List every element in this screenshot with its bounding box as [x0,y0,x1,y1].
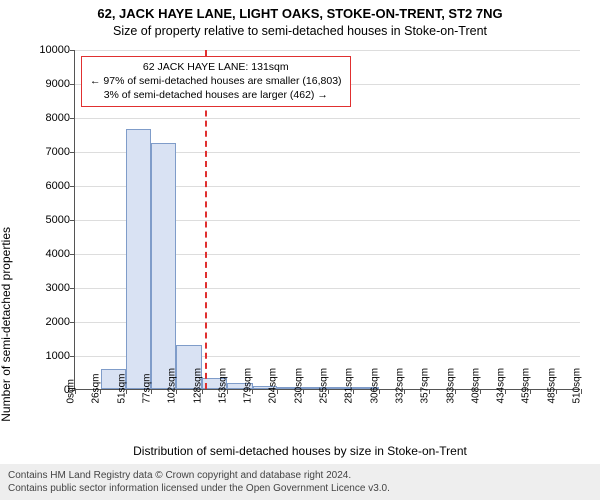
gridline-h [75,118,580,119]
ytick-label: 10000 [15,44,70,56]
ytick-label: 5000 [15,214,70,226]
ytick-mark [70,356,75,357]
ytick-mark [70,84,75,85]
ytick-label: 7000 [15,146,70,158]
page-title-address: 62, JACK HAYE LANE, LIGHT OAKS, STOKE-ON… [0,0,600,21]
callout-line-size: 62 JACK HAYE LANE: 131sqm [90,60,342,74]
plot-area: 62 JACK HAYE LANE: 131sqm ← 97% of semi-… [74,50,580,390]
footer-line-1: Contains HM Land Registry data © Crown c… [8,469,592,482]
ytick-label: 4000 [15,248,70,260]
ytick-mark [70,118,75,119]
ytick-label: 2000 [15,316,70,328]
footer-attribution: Contains HM Land Registry data © Crown c… [0,464,600,500]
ytick-label: 6000 [15,180,70,192]
gridline-h [75,50,580,51]
histogram-bar [151,143,176,390]
ytick-mark [70,220,75,221]
ytick-label: 9000 [15,78,70,90]
ytick-label: 1000 [15,350,70,362]
ytick-mark [70,254,75,255]
callout-box: 62 JACK HAYE LANE: 131sqm ← 97% of semi-… [81,56,351,107]
ytick-mark [70,152,75,153]
x-axis-label: Distribution of semi-detached houses by … [0,444,600,458]
callout-line-smaller: ← 97% of semi-detached houses are smalle… [90,74,342,88]
ytick-mark [70,50,75,51]
histogram-bar [126,129,152,389]
ytick-mark [70,186,75,187]
ytick-label: 8000 [15,112,70,124]
page-title-subtitle: Size of property relative to semi-detach… [0,21,600,42]
footer-line-2: Contains public sector information licen… [8,482,592,495]
ytick-label: 3000 [15,282,70,294]
callout-line-larger: 3% of semi-detached houses are larger (4… [90,88,342,102]
ytick-label: 0 [15,384,70,396]
ytick-mark [70,288,75,289]
ytick-mark [70,322,75,323]
histogram-chart: Number of semi-detached properties 62 JA… [0,42,600,452]
